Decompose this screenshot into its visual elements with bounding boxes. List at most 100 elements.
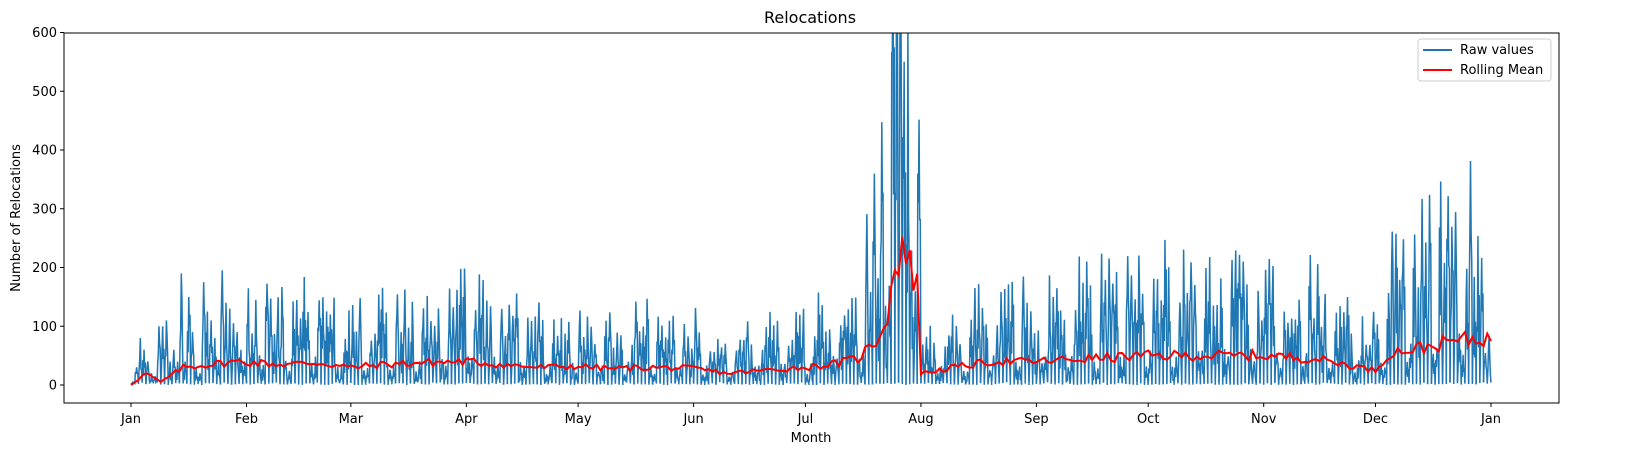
raw-values-day-trace <box>487 306 494 384</box>
raw-values-day-trace <box>327 314 333 385</box>
raw-values-day-trace <box>1207 257 1213 384</box>
raw-values-day-trace <box>387 369 393 386</box>
raw-values-day-trace <box>976 284 982 385</box>
raw-values-day-trace <box>320 297 326 385</box>
raw-values-day-trace <box>704 365 710 385</box>
raw-values-day-trace <box>823 331 829 384</box>
raw-values-day-trace <box>935 373 941 385</box>
raw-values-day-trace <box>1091 361 1097 385</box>
raw-values-day-trace <box>797 314 803 385</box>
raw-values-day-trace <box>1337 306 1343 385</box>
raw-values-day-trace <box>1397 279 1403 385</box>
raw-values-day-trace <box>1482 353 1489 384</box>
raw-values-day-trace <box>1255 290 1261 384</box>
raw-values-day-trace <box>275 297 281 385</box>
x-tick-label: Sep <box>1024 412 1049 427</box>
raw-values-day-trace <box>178 273 184 384</box>
plot-area-clip-group <box>130 33 1492 386</box>
raw-values-day-trace <box>1180 249 1187 385</box>
raw-values-series <box>130 33 1492 386</box>
raw-values-day-trace <box>1069 355 1075 385</box>
raw-values-day-trace <box>741 339 747 385</box>
raw-values-day-trace <box>249 333 255 385</box>
raw-values-day-trace <box>1441 262 1448 385</box>
raw-values-day-trace <box>640 326 646 385</box>
raw-values-day-trace <box>1326 367 1332 384</box>
raw-values-day-trace <box>1393 233 1399 385</box>
raw-values-day-trace <box>1244 284 1250 384</box>
raw-values-day-trace <box>607 312 613 385</box>
raw-values-day-trace <box>450 307 456 385</box>
raw-values-day-trace <box>1035 330 1041 385</box>
raw-values-day-trace <box>443 365 449 385</box>
raw-values-day-trace <box>1132 299 1138 384</box>
raw-values-day-trace <box>614 332 620 385</box>
rolling-mean-line <box>130 236 1492 386</box>
x-tick-label: Feb <box>235 412 258 427</box>
raw-values-day-trace <box>364 368 371 384</box>
raw-values-day-trace <box>137 337 143 383</box>
raw-values-day-trace <box>324 311 330 385</box>
x-axis-ticks: Jan Feb Mar Apr May Jun Jul Aug Sep Oct Nov Dec Jan <box>120 403 1501 427</box>
raw-values-day-trace <box>1128 275 1135 385</box>
raw-values-day-trace <box>1281 311 1287 385</box>
raw-values-day-trace <box>1058 310 1064 384</box>
raw-values-day-trace <box>1009 281 1015 385</box>
raw-values-day-trace <box>636 331 643 384</box>
raw-values-day-trace <box>737 339 743 385</box>
raw-values-day-trace <box>1292 319 1298 385</box>
y-tick-label: 300 <box>32 202 57 217</box>
raw-values-day-trace <box>610 347 617 385</box>
raw-values-day-trace <box>1031 333 1038 384</box>
raw-values-day-trace <box>1445 196 1451 383</box>
y-tick-label: 200 <box>32 261 57 276</box>
raw-values-day-trace <box>599 365 605 384</box>
y-tick-label: 0 <box>49 379 57 394</box>
raw-values-day-trace <box>186 296 192 384</box>
raw-values-day-trace <box>405 327 412 386</box>
raw-values-day-trace <box>1024 302 1030 384</box>
raw-values-day-trace <box>603 320 609 385</box>
raw-values-day-trace <box>1270 265 1276 385</box>
raw-values-day-trace <box>1322 293 1328 383</box>
raw-values-day-trace <box>294 299 300 384</box>
raw-values-day-trace <box>1318 326 1325 383</box>
raw-values-day-trace <box>1460 354 1466 384</box>
raw-values-day-trace <box>1184 292 1190 384</box>
y-tick-label: 100 <box>32 320 57 335</box>
raw-values-day-trace <box>577 310 583 385</box>
legend: Raw values Rolling Mean <box>1417 38 1552 82</box>
raw-values-day-trace <box>1415 287 1421 384</box>
raw-values-day-trace <box>1221 349 1228 384</box>
raw-values-day-trace <box>1046 275 1053 384</box>
raw-values-day-trace <box>916 119 922 384</box>
raw-values-day-trace <box>1367 344 1373 384</box>
raw-values-day-trace <box>931 342 937 384</box>
raw-values-day-trace <box>890 33 896 383</box>
raw-values-day-trace <box>618 335 624 385</box>
raw-values-day-trace <box>815 292 822 385</box>
raw-values-day-trace <box>1106 258 1112 385</box>
raw-values-day-trace <box>1423 242 1429 385</box>
raw-values-day-trace <box>368 340 374 384</box>
x-tick-label: Jan <box>120 412 141 427</box>
raw-values-day-trace <box>864 214 870 385</box>
raw-values-day-trace <box>163 320 170 385</box>
raw-values-day-trace <box>700 374 706 385</box>
raw-values-day-trace <box>446 288 453 385</box>
raw-values-day-trace <box>420 308 427 385</box>
raw-values-day-trace <box>1214 304 1220 385</box>
raw-values-day-trace <box>666 320 673 383</box>
raw-values-day-trace <box>1430 353 1436 385</box>
raw-values-day-trace <box>402 289 408 383</box>
raw-values-day-trace <box>562 333 568 384</box>
raw-values-day-trace <box>473 310 479 385</box>
raw-values-day-trace <box>584 316 591 384</box>
y-axis-ticks: 0 100 200 300 400 500 600 <box>32 26 64 394</box>
raw-values-day-trace <box>1080 282 1086 385</box>
x-tick-label: Apr <box>455 412 478 427</box>
raw-values-day-trace <box>297 318 304 385</box>
raw-values-day-trace <box>342 339 348 385</box>
raw-values-day-trace <box>148 373 155 384</box>
